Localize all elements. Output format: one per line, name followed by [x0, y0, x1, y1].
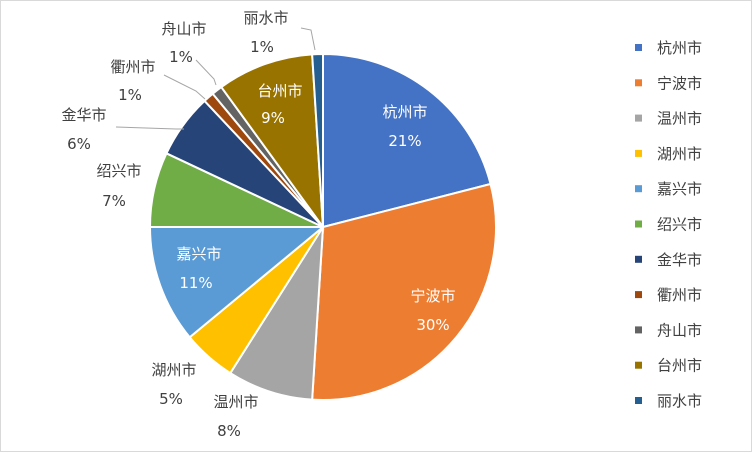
pie-slice-11 [311, 52, 324, 228]
legend-label-5: 嘉兴市 [657, 180, 702, 198]
legend-label-11: 丽水市 [657, 392, 702, 410]
leader-lines [115, 27, 316, 130]
data-label-name-4: 湖州市 [151, 361, 196, 379]
legend-marker-3 [635, 114, 642, 122]
leader-line-11 [300, 27, 316, 51]
data-label-name-1: 杭州市 [382, 103, 427, 121]
data-label-name-10: 台州市 [257, 82, 302, 100]
legend-label-10: 台州市 [657, 357, 702, 375]
data-labels: 杭州市 21% 宁波市 30% 温州市 8% 湖州市 5% 嘉兴市 11% 绍兴市 7% 金华市 6% 衢州… [61, 9, 455, 440]
data-label-value-10: 9% [261, 109, 285, 127]
data-label-name-9: 舟山市 [161, 20, 206, 38]
pie-slices [148, 52, 497, 402]
data-label-value-6: 7% [102, 192, 126, 210]
legend-marker-8 [635, 291, 642, 299]
data-label-value-4: 5% [159, 390, 183, 408]
legend-label-3: 温州市 [657, 110, 702, 128]
legend-marker-4 [635, 149, 642, 157]
legend-marker-5 [635, 185, 642, 193]
legend-label-1: 杭州市 [657, 39, 702, 57]
legend-marker-9 [635, 326, 642, 334]
data-label-value-5: 11% [179, 274, 212, 292]
data-label-value-9: 1% [169, 48, 193, 66]
leader-line-9 [195, 59, 217, 86]
data-label-name-2: 宁波市 [410, 287, 455, 305]
pie-slice-10 [219, 53, 325, 231]
legend-label-4: 湖州市 [657, 145, 702, 163]
data-label-value-7: 6% [67, 135, 91, 153]
pie-slice-5 [148, 226, 326, 339]
data-label-value-2: 30% [416, 316, 449, 334]
legend-marker-1 [635, 44, 642, 51]
data-label-value-1: 21% [388, 132, 421, 150]
data-label-value-11: 1% [250, 38, 274, 56]
legend-label-6: 绍兴市 [657, 216, 702, 234]
data-label-name-6: 绍兴市 [96, 162, 141, 180]
data-label-value-3: 8% [217, 422, 241, 440]
pie-slice-1 [322, 52, 492, 229]
legend-marker-7 [635, 255, 642, 263]
legend-label-7: 金华市 [657, 251, 702, 269]
legend-label-9: 舟山市 [657, 321, 702, 339]
pie-slice-2 [311, 182, 497, 402]
legend-label-2: 宁波市 [657, 74, 702, 92]
data-label-name-5: 嘉兴市 [176, 245, 221, 263]
leader-line-8 [163, 74, 206, 100]
legend-marker-11 [635, 397, 642, 404]
legend-marker-6 [635, 220, 642, 228]
legend-label-8: 衢州市 [657, 286, 702, 304]
data-label-value-8: 1% [118, 86, 142, 104]
data-label-name-8: 衢州市 [110, 58, 155, 76]
legend-marker-10 [635, 361, 642, 369]
data-label-name-7: 金华市 [61, 106, 106, 124]
data-label-name-11: 丽水市 [243, 9, 288, 27]
legend-marker-2 [635, 79, 642, 87]
leader-line-7 [115, 126, 184, 130]
data-label-name-3: 温州市 [213, 393, 258, 411]
